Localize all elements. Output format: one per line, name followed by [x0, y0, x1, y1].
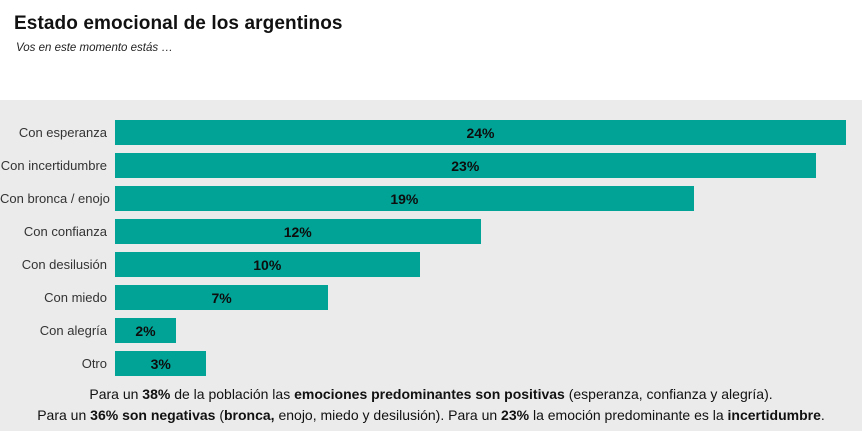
bar-con-bronca-enojo: 19%	[115, 186, 694, 211]
bar-row-con-miedo: Con miedo 7%	[0, 285, 846, 310]
bar-value-label: 10%	[253, 256, 282, 273]
chart-footnote: Para un 38% de la población las emocione…	[0, 384, 862, 426]
bar-row-con-alegria: Con alegría 2%	[0, 318, 846, 343]
bar-row-otro: Otro 3%	[0, 351, 846, 376]
bar-track: 12%	[115, 219, 846, 244]
bar-track: 23%	[115, 153, 846, 178]
category-label: Con bronca / enojo	[0, 191, 110, 206]
bar-row-con-confianza: Con confianza 12%	[0, 219, 846, 244]
bar-row-con-esperanza: Con esperanza 24%	[0, 120, 846, 145]
bar-con-incertidumbre: 23%	[115, 153, 816, 178]
page-subtitle: Vos en este momento estás …	[16, 42, 173, 54]
bar-value-label: 2%	[135, 322, 156, 339]
bar-con-miedo: 7%	[115, 285, 329, 310]
category-label: Con incertidumbre	[0, 158, 107, 173]
bar-track: 3%	[115, 351, 846, 376]
bar-rows: Con esperanza 24% Con incertidumbre 23% …	[0, 100, 862, 376]
chart-header: Estado emocional de los argentinos Vos e…	[0, 0, 862, 100]
bar-con-confianza: 12%	[115, 219, 481, 244]
bar-chart: Con esperanza 24% Con incertidumbre 23% …	[0, 100, 862, 431]
bar-row-con-incertidumbre: Con incertidumbre 23%	[0, 153, 846, 178]
category-label: Con miedo	[44, 290, 107, 305]
category-label: Con esperanza	[18, 125, 107, 140]
bar-con-esperanza: 24%	[115, 120, 846, 145]
category-label: Con desilusión	[21, 257, 107, 272]
bar-value-label: 19%	[390, 190, 419, 207]
bar-value-label: 23%	[451, 157, 480, 174]
page-title: Estado emocional de los argentinos	[14, 13, 343, 34]
bar-track: 7%	[115, 285, 846, 310]
bar-con-desilusion: 10%	[115, 252, 420, 277]
category-label: Otro	[81, 356, 107, 371]
bar-value-label: 7%	[211, 289, 232, 306]
bar-track: 10%	[115, 252, 846, 277]
footnote-line-2: Para un 36% son negativas (bronca, enojo…	[37, 407, 825, 423]
bar-track: 24%	[115, 120, 846, 145]
bar-track: 2%	[115, 318, 846, 343]
bar-value-label: 12%	[283, 223, 312, 240]
bar-row-con-bronca-enojo: Con bronca / enojo 19%	[0, 186, 846, 211]
bar-value-label: 3%	[150, 355, 171, 372]
bar-con-alegria: 2%	[115, 318, 176, 343]
category-label: Con alegría	[39, 323, 107, 338]
footnote-line-1: Para un 38% de la población las emocione…	[89, 386, 773, 402]
bar-value-label: 24%	[466, 124, 495, 141]
category-label: Con confianza	[23, 224, 107, 239]
bar-otro: 3%	[115, 351, 207, 376]
bar-track: 19%	[115, 186, 846, 211]
bar-row-con-desilusion: Con desilusión 10%	[0, 252, 846, 277]
